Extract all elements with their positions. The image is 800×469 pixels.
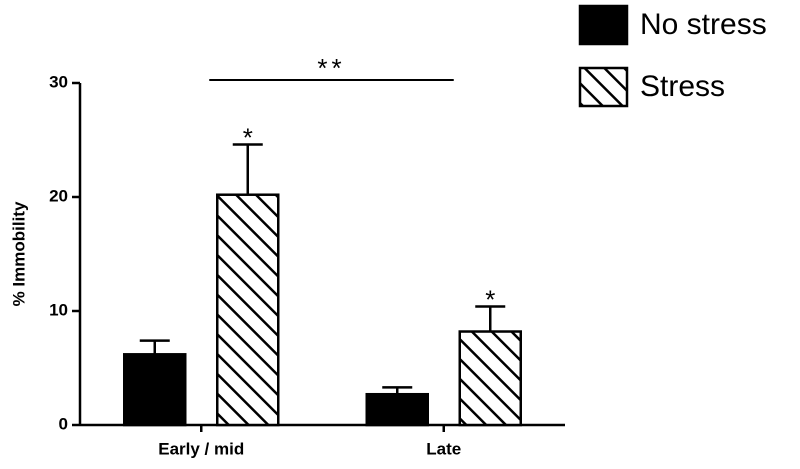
legend-swatch — [578, 4, 629, 46]
significance-star: * — [485, 284, 495, 314]
y-tick-label: 30 — [49, 72, 68, 91]
significance-star: ** — [317, 53, 345, 83]
legend-label: No stress — [640, 8, 767, 41]
bar — [365, 392, 429, 427]
y-tick-label: 10 — [49, 300, 68, 319]
legend-label: Stress — [640, 70, 725, 103]
y-tick-label: 20 — [49, 186, 68, 205]
legend-swatch — [578, 66, 629, 108]
bar — [216, 193, 280, 427]
x-tick-label: Early / mid — [158, 439, 244, 458]
bar — [123, 353, 187, 427]
y-tick-label: 0 — [59, 414, 68, 433]
y-axis-label: % Immobility — [9, 201, 28, 306]
bar — [458, 330, 522, 427]
significance-star: * — [243, 122, 253, 152]
x-tick-label: Late — [426, 439, 461, 458]
